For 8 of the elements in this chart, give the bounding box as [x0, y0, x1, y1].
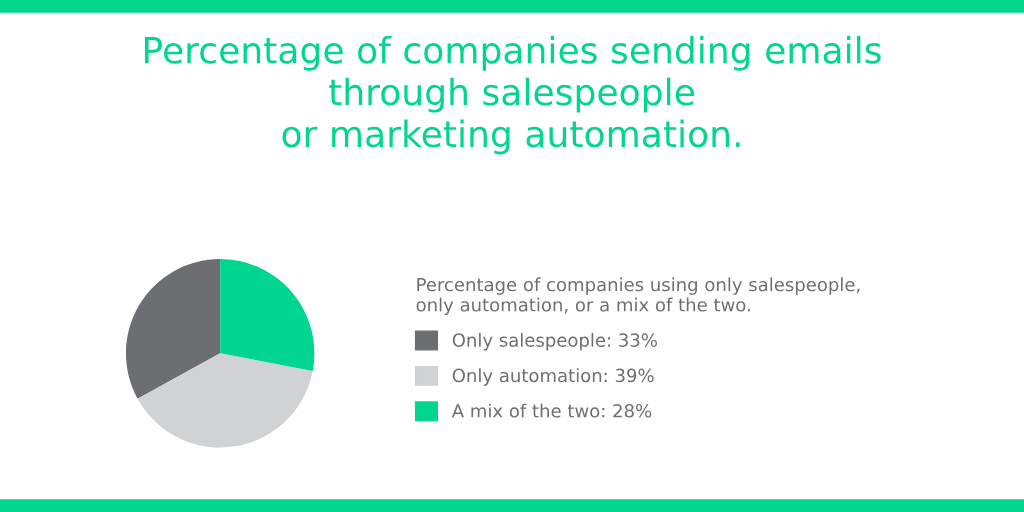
pie-slice	[220, 259, 315, 371]
legend-label: Only automation: 39%	[452, 368, 654, 386]
legend-label: Only salespeople: 33%	[452, 332, 657, 351]
legend-label: A mix of the two: 28%	[451, 403, 652, 418]
pie-slice	[125, 259, 221, 399]
chart-title: Percentage of companies sending emails through salespeople or marketing automation.	[145, 35, 881, 155]
pie-slice	[137, 353, 313, 448]
legend-title: Percentage of companies using only salespeople, only automation, or a mix of the two.	[416, 277, 860, 316]
